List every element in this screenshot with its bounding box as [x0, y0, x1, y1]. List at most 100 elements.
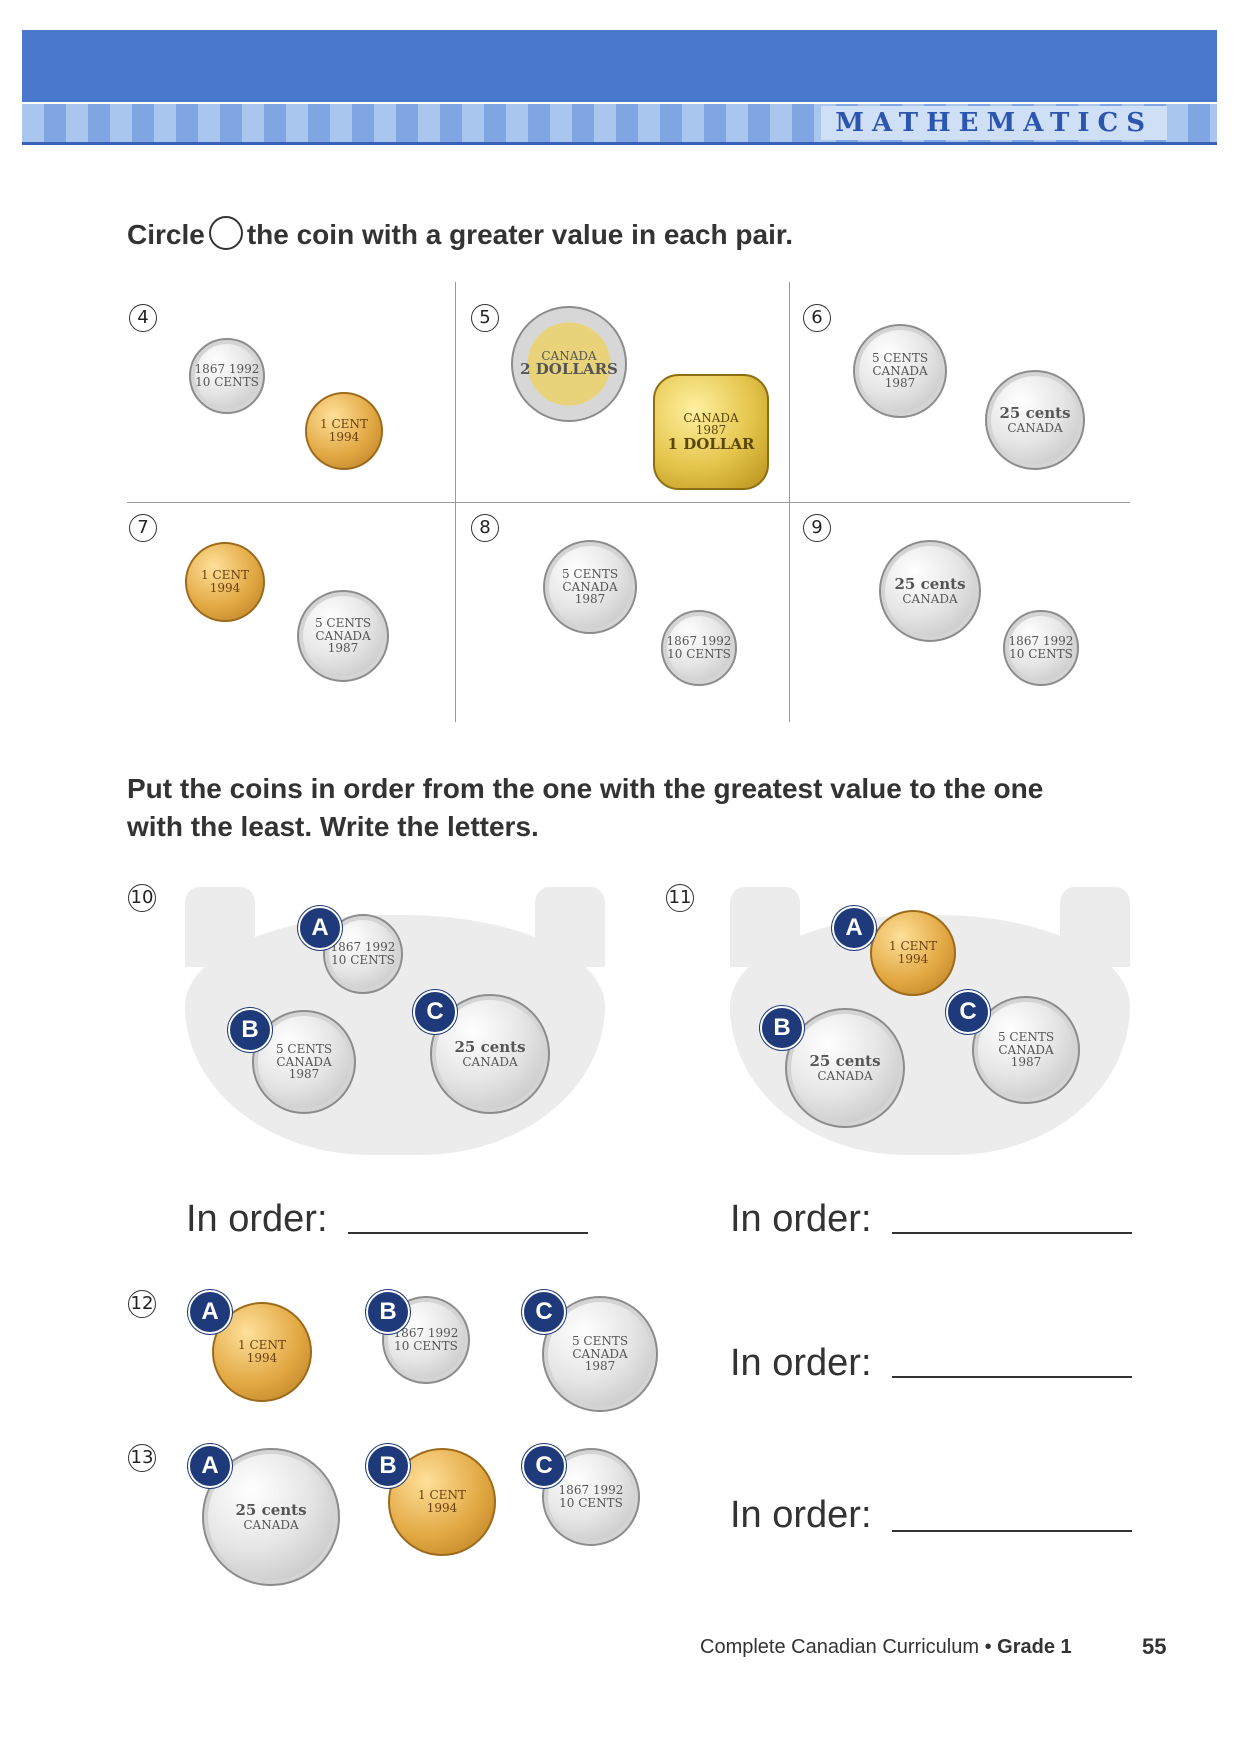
coin-label: 1 CENT	[320, 417, 368, 432]
coin-year: 1987	[1010, 1055, 1042, 1070]
coin-country: CANADA	[998, 1042, 1054, 1057]
coin-quarter[interactable]: 25 cents CANADA	[785, 1008, 905, 1128]
circle-icon	[208, 216, 243, 250]
coin-country: CANADA	[541, 348, 597, 363]
question-number: 5	[471, 304, 499, 332]
coin-letter-badge: A	[832, 906, 876, 950]
question-number: 4	[129, 304, 157, 332]
coin-country: CANADA	[572, 1346, 628, 1361]
coin-dime[interactable]: 1867 1992 10 CENTS	[661, 610, 737, 686]
coin-label: 5 CENTS	[275, 1042, 333, 1057]
tray-ear	[535, 887, 605, 967]
coin-year: 1867 1992	[1008, 634, 1074, 649]
coin-label: 1 CENT	[238, 1338, 286, 1353]
footer-grade: Grade 1	[997, 1636, 1072, 1658]
coin-label: 10 CENTS	[195, 375, 259, 389]
coin-letter-badge: C	[413, 990, 457, 1034]
coin-letter-badge: C	[946, 990, 990, 1034]
coin-letter-badge: A	[298, 906, 342, 950]
in-order-label: In order:	[730, 1494, 872, 1536]
coin-country: CANADA	[243, 1517, 299, 1532]
coin-penny[interactable]: 1 CENT 1994	[305, 392, 383, 470]
coin-letter-badge: A	[188, 1290, 232, 1334]
coin-label: 5 CENTS	[314, 616, 372, 631]
coin-label: 10 CENTS	[1009, 647, 1073, 661]
coin-toonie[interactable]: CANADA 2 DOLLARS	[511, 306, 627, 422]
instruction-circle-rest: the coin with a greater value in each pa…	[246, 219, 794, 250]
answer-blank[interactable]	[892, 1232, 1132, 1234]
question-number: 13	[128, 1444, 156, 1472]
coin-label: 25 cents	[999, 403, 1071, 422]
coin-letter-badge: B	[366, 1290, 410, 1334]
answer-blank[interactable]	[348, 1232, 588, 1234]
coin-year: 1987	[695, 423, 727, 438]
coin-penny[interactable]: 1 CENT 1994	[185, 542, 265, 622]
coin-pair-grid: 4 1867 1992 10 CENTS 1 CENT 1994 5 CANAD…	[127, 282, 1130, 722]
question-6: 6 5 CENTS CANADA 1987 25 cents CANADA	[795, 282, 1129, 502]
coin-year: 1994	[209, 581, 241, 595]
coin-letter-badge: B	[760, 1006, 804, 1050]
question-number: 6	[803, 304, 831, 332]
coin-year: 1994	[328, 430, 360, 444]
instruction-order-line2: with the least. Write the letters.	[127, 811, 539, 842]
coin-country: CANADA	[683, 410, 739, 425]
coin-country: CANADA	[872, 363, 928, 378]
coin-label: 5 CENTS	[571, 1334, 629, 1349]
coin-dime[interactable]: 1867 1992 10 CENTS	[382, 1296, 470, 1384]
instruction-order-line1: Put the coins in order from the one with…	[127, 773, 1044, 804]
answer-blank[interactable]	[892, 1376, 1132, 1378]
question-9: 9 25 cents CANADA 1867 1992 10 CENTS	[795, 502, 1129, 722]
coin-year: 1987	[288, 1067, 320, 1082]
coin-quarter[interactable]: 25 cents CANADA	[879, 540, 981, 642]
coin-nickel[interactable]: 5 CENTS CANADA 1987	[543, 540, 637, 634]
coin-penny[interactable]: 1 CENT 1994	[870, 910, 956, 996]
in-order-label: In order:	[730, 1198, 872, 1240]
coin-year: 1994	[246, 1351, 278, 1365]
question-number: 8	[471, 514, 499, 542]
coin-label: 25 cents	[894, 574, 966, 593]
coin-label: 5 CENTS	[561, 567, 619, 582]
coin-label: 1 DOLLAR	[667, 434, 755, 453]
coin-dime[interactable]: 1867 1992 10 CENTS	[189, 338, 265, 414]
coin-label: 1 CENT	[889, 939, 937, 954]
question-number: 11	[666, 884, 694, 912]
coin-quarter[interactable]: 25 cents CANADA	[985, 370, 1085, 470]
coin-country: CANADA	[462, 1054, 518, 1069]
coin-label: 1 CENT	[418, 1488, 466, 1503]
coin-year: 1987	[327, 641, 359, 656]
tray-ear	[1060, 887, 1130, 967]
tray-ear	[730, 887, 800, 967]
coin-label: 2 DOLLARS	[520, 360, 618, 379]
coin-nickel[interactable]: 5 CENTS CANADA 1987	[853, 324, 947, 418]
in-order-label: In order:	[186, 1198, 328, 1240]
coin-letter-badge: A	[188, 1444, 232, 1488]
question-7: 7 1 CENT 1994 5 CENTS CANADA 1987	[127, 502, 461, 722]
coin-label: 10 CENTS	[559, 1496, 623, 1510]
coin-country: CANADA	[276, 1054, 332, 1069]
question-4: 4 1867 1992 10 CENTS 1 CENT 1994	[127, 282, 461, 502]
answer-blank[interactable]	[892, 1530, 1132, 1532]
coin-dime[interactable]: 1867 1992 10 CENTS	[1003, 610, 1079, 686]
coin-year: 1867 1992	[194, 362, 260, 377]
coin-year: 1994	[897, 952, 929, 966]
question-number: 12	[128, 1290, 156, 1318]
tray-ear	[185, 887, 255, 967]
footer-book-title: Complete Canadian Curriculum • Grade 1	[700, 1636, 1072, 1659]
coin-label: 5 CENTS	[997, 1030, 1055, 1045]
coin-year: 1867 1992	[666, 634, 732, 649]
coin-letter-badge: B	[366, 1444, 410, 1488]
coin-loonie[interactable]: CANADA 1987 1 DOLLAR	[653, 374, 769, 490]
instruction-circle-word: Circle	[127, 219, 205, 250]
coin-label: 25 cents	[809, 1051, 881, 1070]
coin-label: 5 CENTS	[871, 351, 929, 366]
coin-year: 1867 1992	[558, 1483, 624, 1498]
coin-year: 1867 1992	[393, 1326, 459, 1341]
coin-label: 1 CENT	[201, 568, 249, 583]
coin-nickel[interactable]: 5 CENTS CANADA 1987	[297, 590, 389, 682]
coin-country: CANADA	[1007, 420, 1063, 435]
coin-year: 1867 1992	[330, 940, 396, 955]
coin-nickel[interactable]: 5 CENTS CANADA 1987	[972, 996, 1080, 1104]
coin-year: 1994	[426, 1501, 458, 1515]
coin-country: CANADA	[817, 1068, 873, 1083]
footer-book: Complete Canadian Curriculum	[700, 1636, 980, 1658]
